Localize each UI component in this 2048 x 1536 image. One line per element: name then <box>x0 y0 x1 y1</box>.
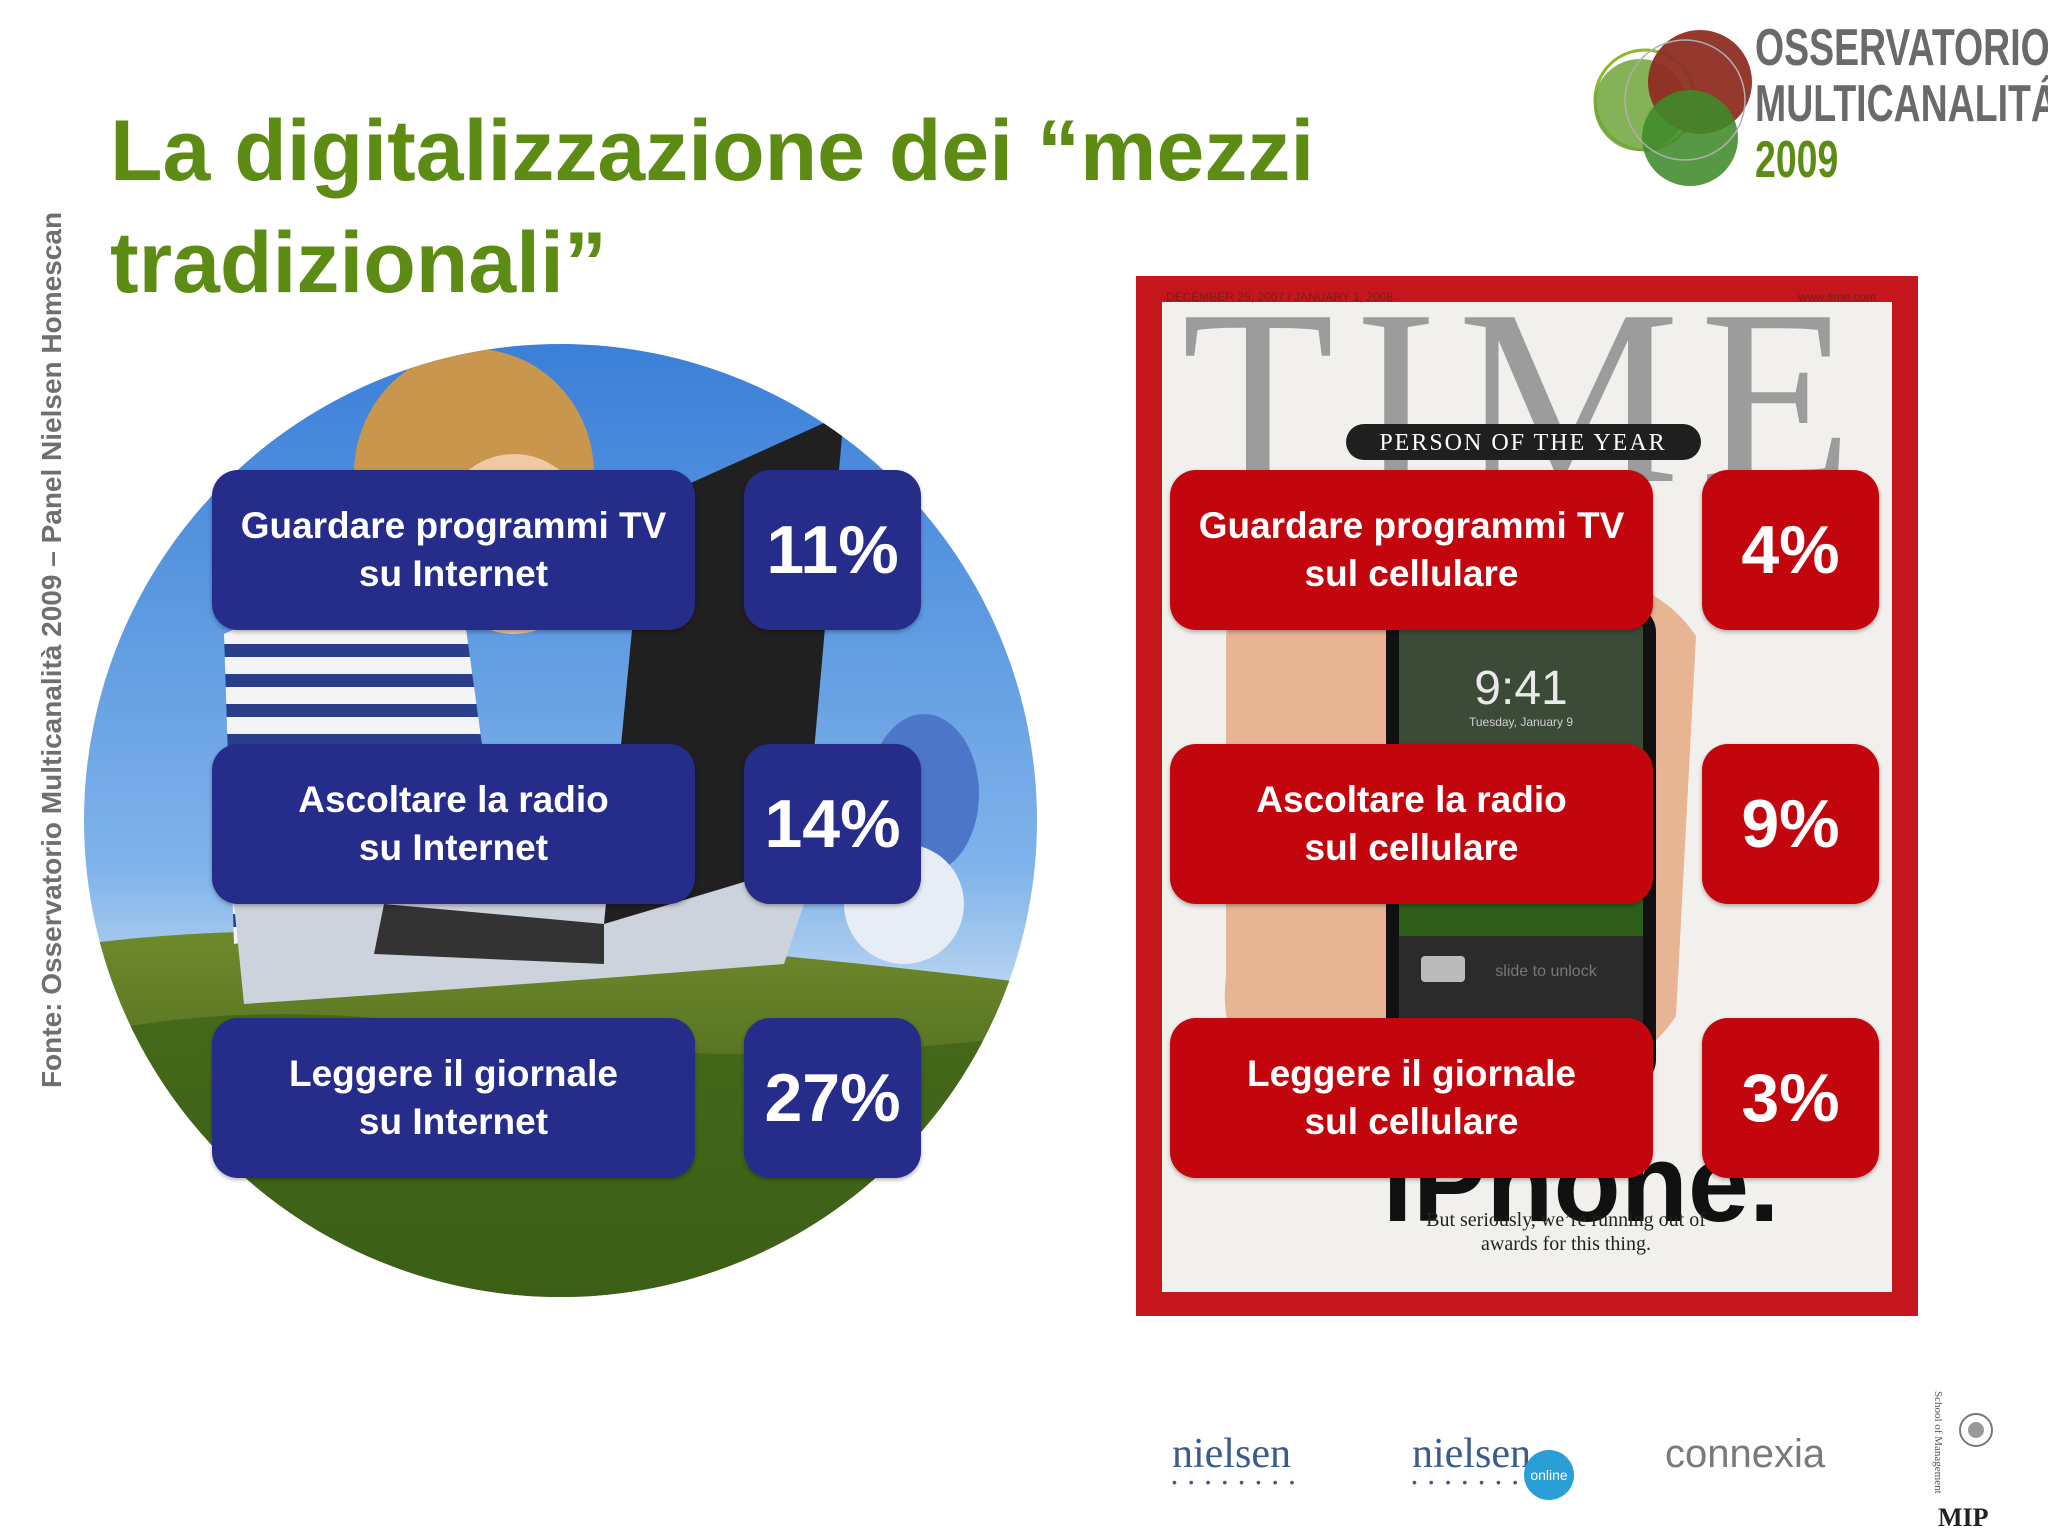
logo-year: 2009 <box>1755 131 1839 189</box>
internet-tv-label-box: Guardare programmi TV su Internet <box>212 470 695 630</box>
cover-site: www.time.com <box>1798 290 1876 304</box>
internet-tv-value-box: 11% <box>744 470 921 630</box>
online-badge: online <box>1524 1450 1574 1500</box>
cover-tagline-1: But seriously, we’re running out of <box>1426 1209 1706 1231</box>
mobile-tv-label: Guardare programmi TV sul cellulare <box>1198 505 1625 594</box>
logo-line-1: OSSERVATORIO <box>1755 19 2048 77</box>
internet-radio-label: Ascoltare la radio su Internet <box>298 779 609 868</box>
nielsen-logo: nielsen • • • • • • • • <box>1172 1430 1312 1500</box>
mobile-radio-label-box: Ascoltare la radio sul cellulare <box>1170 744 1653 904</box>
cover-tagline-2: awards for this thing. <box>1481 1233 1651 1255</box>
internet-tv-label: Guardare programmi TV su Internet <box>240 505 667 594</box>
internet-newspaper-label-box: Leggere il giornale su Internet <box>212 1018 695 1178</box>
connexia-logo: connexia <box>1665 1432 1826 1476</box>
nielsen-online-logo-text: nielsen <box>1412 1431 1531 1477</box>
mobile-newspaper-label: Leggere il giornale sul cellulare <box>1247 1053 1576 1142</box>
mobile-newspaper-value: 3% <box>1741 1060 1840 1136</box>
mip-text: MIP <box>1938 1503 1989 1532</box>
mobile-radio-value-box: 9% <box>1702 744 1879 904</box>
slide-title: La digitalizzazione dei “mezzi tradizion… <box>110 103 1315 311</box>
cover-date: DECEMBER 25, 2007 / JANUARY 1, 2008 <box>1166 290 1393 304</box>
logo-line-2: MULTICANALITÁ <box>1755 75 2048 133</box>
nielsen-online-dots: • • • • • • • • <box>1412 1474 1539 1490</box>
nielsen-logo-text: nielsen <box>1172 1431 1291 1477</box>
logo-wordmark: OSSERVATORIO MULTICANALITÁ 2009 <box>1755 20 2048 188</box>
seal-icon <box>1959 1413 1993 1447</box>
phone-unlock: slide to unlock <box>1495 963 1597 980</box>
nielsen-online-logo: nielsen • • • • • • • • online <box>1412 1430 1582 1520</box>
mobile-tv-value-box: 4% <box>1702 470 1879 630</box>
nielsen-dots: • • • • • • • • <box>1172 1474 1299 1490</box>
mobile-newspaper-label-box: Leggere il giornale sul cellulare <box>1170 1018 1653 1178</box>
phone-clock: 9:41 <box>1474 662 1567 715</box>
internet-tv-value: 11% <box>766 512 899 588</box>
mobile-radio-value: 9% <box>1741 786 1840 862</box>
phone-date: Tuesday, January 9 <box>1469 715 1573 729</box>
overlapping-circles-icon <box>1593 30 1752 186</box>
osservatorio-logo: OSSERVATORIO MULTICANALITÁ 2009 <box>1590 20 2048 200</box>
internet-radio-value: 14% <box>764 786 901 862</box>
cover-banner: PERSON OF THE YEAR <box>1379 430 1666 456</box>
internet-radio-value-box: 14% <box>744 744 921 904</box>
source-note: Fonte: Osservatorio Multicanalità 2009 –… <box>36 211 67 1089</box>
internet-radio-label-box: Ascoltare la radio su Internet <box>212 744 695 904</box>
internet-newspaper-label: Leggere il giornale su Internet <box>289 1053 618 1142</box>
mip-logo: School of Management MIP <box>1918 1385 2028 1535</box>
mip-vertical-text: School of Management <box>1932 1391 1944 1494</box>
mobile-tv-value: 4% <box>1741 512 1840 588</box>
mobile-radio-label: Ascoltare la radio sul cellulare <box>1256 779 1567 868</box>
mobile-newspaper-value-box: 3% <box>1702 1018 1879 1178</box>
mobile-tv-label-box: Guardare programmi TV sul cellulare <box>1170 470 1653 630</box>
internet-newspaper-value-box: 27% <box>744 1018 921 1178</box>
internet-newspaper-value: 27% <box>764 1060 901 1136</box>
